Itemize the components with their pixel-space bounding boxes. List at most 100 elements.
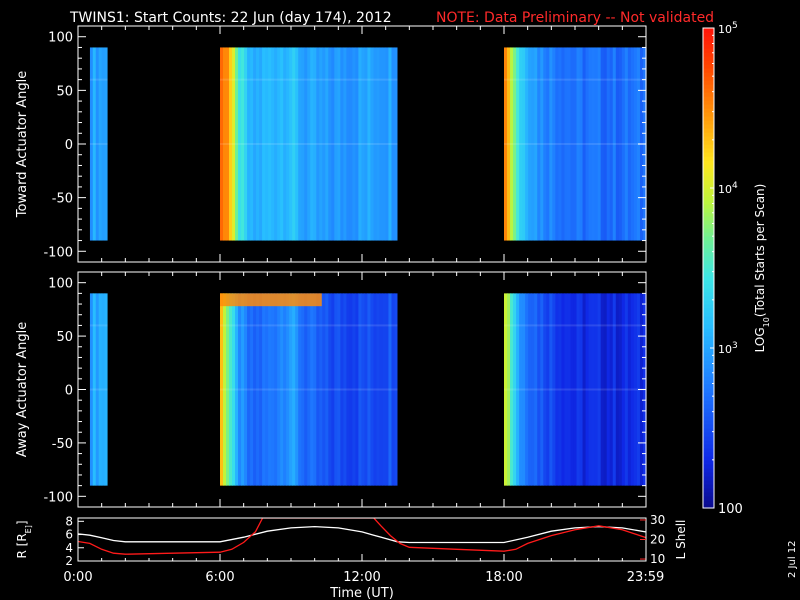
colorbar-segment: [703, 464, 714, 469]
colorbar-tick-label: 100: [718, 502, 743, 517]
toward-heatmap-cell: [603, 47, 608, 241]
away-heatmap-cell: [582, 293, 587, 486]
toward-heatmap-cell: [615, 47, 620, 241]
colorbar-segment: [703, 296, 714, 301]
away-heatmap-cell: [576, 293, 581, 486]
toward-heatmap-cell: [379, 47, 384, 241]
colorbar-segment: [703, 144, 714, 149]
toward-heatmap-cell: [325, 47, 329, 241]
toward-heatmap-cell: [259, 47, 263, 241]
away-heatmap-cell: [283, 293, 287, 486]
toward-heatmap-cell: [313, 47, 317, 241]
away-heatmap-cell: [537, 293, 541, 486]
away-heatmap-cell: [391, 293, 396, 486]
colorbar-segment: [703, 156, 714, 161]
colorbar-segment: [703, 76, 714, 81]
toward-heatmap-cell: [104, 47, 109, 241]
toward-heatmap-cell: [630, 47, 635, 241]
toward-heatmap-cell: [337, 47, 341, 241]
colorbar-segment: [703, 132, 714, 137]
toward-heatmap-cell: [582, 47, 587, 241]
away-heatmap-cell: [235, 293, 239, 486]
toward-heatmap-cell: [274, 47, 278, 241]
away-ytick-label: 100: [48, 277, 73, 292]
away-heatmap-cell: [549, 293, 553, 486]
away-heatmap-cell: [92, 293, 97, 486]
chart-title: TWINS1: Start Counts: 22 Jun (day 174), …: [69, 10, 392, 26]
time-xtick-label: 18:00: [485, 570, 522, 585]
away-heatmap-cell: [510, 293, 514, 486]
colorbar-segment: [703, 300, 714, 305]
toward-heatmap-cell: [277, 47, 281, 241]
toward-heatmap-cell: [89, 47, 94, 241]
toward-heatmap-cell: [382, 47, 387, 241]
toward-heatmap-cell: [543, 47, 547, 241]
colorbar-segment: [703, 52, 714, 57]
colorbar-segment: [703, 176, 714, 181]
away-heatmap-cell: [325, 293, 329, 486]
away-heatmap-cell: [256, 293, 260, 486]
toward-heatmap-cell: [98, 47, 103, 241]
away-heatmap-cell: [229, 293, 233, 486]
colorbar-segment: [703, 216, 714, 221]
colorbar-segment: [703, 504, 714, 509]
toward-heatmap-cell: [223, 47, 227, 241]
toward-heatmap-cell: [555, 47, 559, 241]
colorbar-segment: [703, 32, 714, 37]
colorbar-segment: [703, 196, 714, 201]
colorbar-segment: [703, 112, 714, 117]
colorbar-segment: [703, 284, 714, 289]
toward-heatmap-cell: [101, 47, 106, 241]
colorbar-segment: [703, 264, 714, 269]
toward-heatmap-cell: [352, 47, 356, 241]
radius-ytick-label: 2: [65, 554, 73, 568]
colorbar-segment: [703, 172, 714, 177]
toward-heatmap-cell: [561, 47, 566, 241]
colorbar-segment: [703, 400, 714, 405]
colorbar-segment: [703, 404, 714, 409]
away-heatmap-cell: [603, 293, 608, 486]
colorbar-segment: [703, 116, 714, 121]
colorbar-segment: [703, 436, 714, 441]
toward-heatmap-cell: [286, 47, 290, 241]
away-heatmap-cell: [95, 293, 100, 486]
away-angle-stripe: [78, 324, 646, 327]
colorbar-segment: [703, 28, 714, 33]
away-heatmap-cell: [304, 293, 308, 486]
colorbar-segment: [703, 488, 714, 493]
colorbar-segment: [703, 248, 714, 253]
colorbar-segment: [703, 428, 714, 433]
toward-heatmap-cell: [567, 47, 572, 241]
away-heatmap-panel: 100 50 0 -50 -100 Away Actuator Angle: [15, 271, 647, 508]
toward-heatmap-cell: [238, 47, 242, 241]
away-heatmap-cell: [615, 293, 620, 486]
radius-ytick-label: 4: [65, 541, 73, 555]
away-heatmap-cell: [220, 293, 224, 486]
toward-heatmap-cell: [304, 47, 308, 241]
toward-heatmap-cell: [250, 47, 254, 241]
colorbar-segment: [703, 472, 714, 477]
away-heatmap-cell: [630, 293, 635, 486]
colorbar: 105 104 103 100 LOG10(Total Starts per Scan): [702, 21, 771, 517]
colorbar-segment: [703, 224, 714, 229]
radius-line: [78, 525, 646, 544]
away-saturation-band: [220, 293, 322, 307]
away-heatmap-cell: [540, 293, 544, 486]
away-heatmap-cell: [361, 293, 366, 486]
colorbar-segment: [703, 476, 714, 481]
toward-heatmap-cell: [220, 47, 224, 241]
toward-heatmap-cell: [391, 47, 396, 241]
colorbar-segment: [703, 68, 714, 73]
toward-angle-stripe: [78, 78, 646, 81]
colorbar-segment: [703, 416, 714, 421]
toward-heatmap-cell: [621, 47, 626, 241]
away-heatmap-cell: [98, 293, 103, 486]
toward-heatmap-cell: [394, 47, 399, 241]
toward-heatmap-cell: [346, 47, 350, 241]
toward-heatmap-cell: [280, 47, 284, 241]
time-xtick-label: 12:00: [343, 570, 380, 585]
colorbar-segment: [703, 100, 714, 105]
colorbar-segment: [703, 96, 714, 101]
colorbar-segment: [703, 240, 714, 245]
toward-ytick-label: 0: [65, 138, 73, 153]
